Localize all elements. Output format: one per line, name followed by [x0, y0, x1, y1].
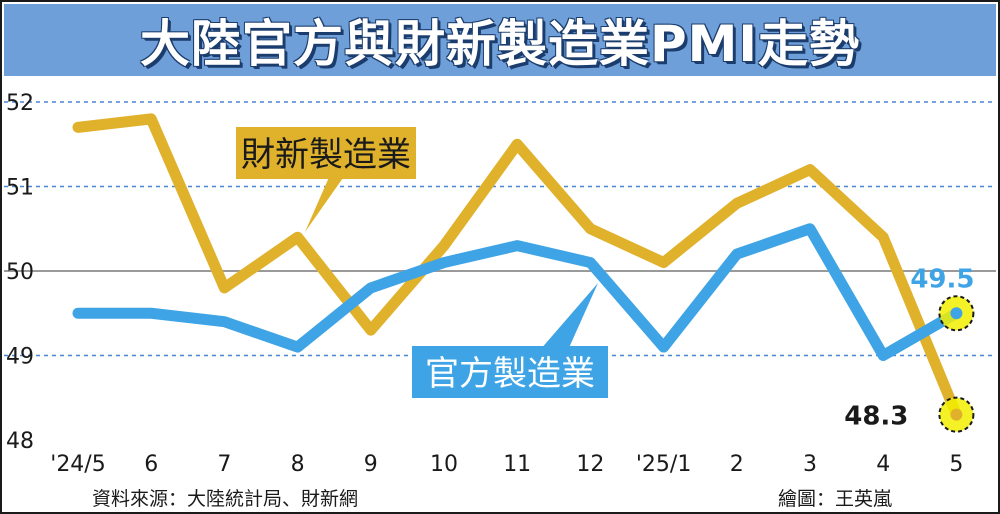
- caixin-label-box: [236, 127, 416, 179]
- official-last-value-label: 49.5: [910, 264, 974, 294]
- x-tick-label: 12: [576, 452, 604, 477]
- x-tick-label: '24/5: [50, 452, 105, 477]
- x-tick-label: 3: [803, 452, 817, 477]
- y-tick-label: 52: [6, 91, 34, 116]
- x-tick-label: 7: [217, 452, 231, 477]
- end-point-marker: [950, 307, 963, 320]
- source-note: 資料來源：大陸統計局、財新網: [92, 488, 359, 510]
- x-tick-label: 10: [430, 452, 458, 477]
- title-bar: 大陸官方與財新製造業PMI走勢: [4, 4, 996, 76]
- caixin-last-value-label: 48.3: [844, 402, 908, 432]
- official-label-pointer: [540, 283, 598, 350]
- caixin-series-label: 財新製造業: [241, 135, 411, 175]
- x-tick-label: 11: [503, 452, 531, 477]
- x-tick-label: 6: [144, 452, 158, 477]
- x-tick-label: 2: [730, 452, 744, 477]
- caixin-series-line: [72, 113, 962, 421]
- credit-note: 繪圖：王英嵐: [778, 488, 893, 510]
- official-label-box: [412, 346, 608, 398]
- x-tick-label: 5: [949, 452, 963, 477]
- y-tick-label: 49: [6, 345, 34, 370]
- official-series-label: 官方製造業: [425, 354, 595, 394]
- x-tick-label: '25/1: [636, 452, 691, 477]
- x-tick-label: 8: [291, 452, 305, 477]
- y-tick-label: 51: [6, 176, 34, 201]
- x-tick-label: 4: [876, 452, 890, 477]
- caixin-label-pointer: [305, 175, 345, 232]
- x-tick-label: 9: [364, 452, 378, 477]
- official-series-line: [72, 223, 962, 361]
- chart-title: 大陸官方與財新製造業PMI走勢: [139, 15, 860, 73]
- y-tick-label: 48: [6, 429, 34, 454]
- y-tick-label: 50: [6, 260, 34, 285]
- end-point-marker: [950, 408, 963, 421]
